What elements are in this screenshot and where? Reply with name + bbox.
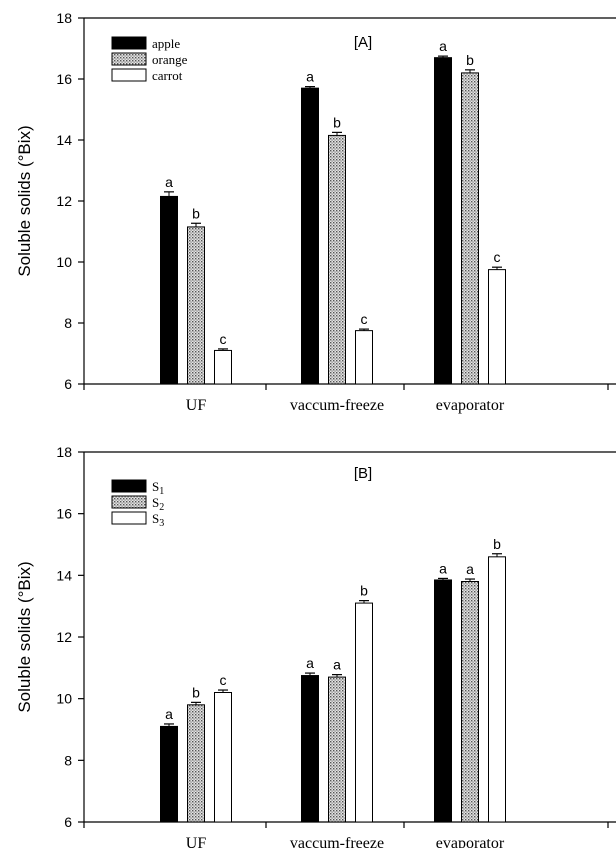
x-category-label: UF	[186, 835, 207, 848]
bar	[187, 226, 205, 385]
bar	[434, 579, 452, 823]
y-axis-label: Soluble solids (°Bix)	[15, 125, 34, 276]
significance-label: a	[439, 38, 447, 54]
y-axis-label: Soluble solids (°Bix)	[15, 561, 34, 712]
y-tick-label: 8	[64, 315, 72, 331]
significance-label: a	[333, 657, 341, 673]
legend-label: orange	[152, 52, 188, 67]
legend-label-name: orange	[152, 52, 188, 67]
y-tick-label: 12	[56, 629, 72, 645]
bar	[488, 269, 506, 385]
bar	[488, 556, 506, 823]
legend-label: S2	[152, 495, 164, 513]
significance-label: a	[165, 706, 173, 722]
bar	[355, 330, 373, 385]
y-tick-label: 16	[56, 506, 72, 522]
legend-label: apple	[152, 36, 180, 51]
y-tick-label: 8	[64, 752, 72, 768]
bar	[187, 704, 205, 823]
bar	[301, 87, 319, 385]
bar	[214, 349, 232, 385]
bar	[160, 195, 178, 385]
legend-swatch	[111, 36, 147, 50]
y-tick-label: 6	[64, 376, 72, 392]
legend-swatch	[111, 52, 147, 66]
significance-label: b	[333, 114, 341, 130]
legend-swatch	[111, 479, 147, 493]
bar	[214, 692, 232, 823]
significance-label: c	[494, 249, 501, 265]
panel-label: [A]	[354, 34, 372, 51]
significance-label: c	[220, 672, 227, 688]
legend-label: S3	[152, 511, 164, 529]
bar	[328, 676, 346, 823]
y-tick-label: 6	[64, 814, 72, 830]
significance-label: b	[360, 583, 368, 599]
significance-label: a	[165, 174, 173, 190]
significance-label: c	[361, 311, 368, 327]
significance-label: b	[493, 536, 501, 552]
legend-label-subscript: 1	[159, 486, 164, 497]
bar	[461, 72, 479, 385]
legend-swatch	[111, 495, 147, 509]
y-tick-label: 12	[56, 193, 72, 209]
bar	[434, 57, 452, 385]
significance-label: a	[439, 560, 447, 576]
legend-swatch	[111, 511, 147, 525]
panel-label: [B]	[354, 465, 372, 482]
y-tick-label: 10	[56, 254, 72, 270]
legend-label-subscript: 2	[159, 502, 164, 513]
legend-label-name: S	[152, 479, 159, 494]
legend-label-subscript: 3	[159, 518, 164, 529]
legend-label-name: carrot	[152, 68, 183, 83]
legend-label: S1	[152, 479, 164, 497]
x-category-label: vaccum-freeze	[290, 397, 384, 414]
bar	[328, 134, 346, 385]
legend-label-name: apple	[152, 36, 180, 51]
bar	[160, 725, 178, 823]
legend-label-name: S	[152, 511, 159, 526]
legend-swatch	[111, 68, 147, 82]
x-category-label: evaporator	[436, 397, 505, 414]
bar	[461, 581, 479, 823]
panel-a: 6 8 10 12 14 16 18 Soluble solids (°Bix) [A] UF a b…	[15, 10, 616, 414]
significance-label: b	[192, 205, 200, 221]
legend-label-name: S	[152, 495, 159, 510]
x-category-label: vaccum-freeze	[290, 835, 384, 848]
y-tick-label: 18	[56, 444, 72, 460]
x-category-label: UF	[186, 397, 207, 414]
y-tick-label: 14	[56, 132, 72, 148]
y-tick-label: 10	[56, 691, 72, 707]
significance-label: a	[306, 655, 314, 671]
significance-label: a	[466, 561, 474, 577]
significance-label: c	[220, 331, 227, 347]
y-tick-label: 18	[56, 10, 72, 26]
significance-label: b	[466, 52, 474, 68]
bar	[301, 675, 319, 823]
y-tick-label: 16	[56, 71, 72, 87]
legend-label: carrot	[152, 68, 183, 83]
x-category-label: evaporator	[436, 835, 505, 848]
significance-label: a	[306, 69, 314, 85]
y-tick-label: 14	[56, 567, 72, 583]
bar	[355, 602, 373, 823]
significance-label: b	[192, 684, 200, 700]
